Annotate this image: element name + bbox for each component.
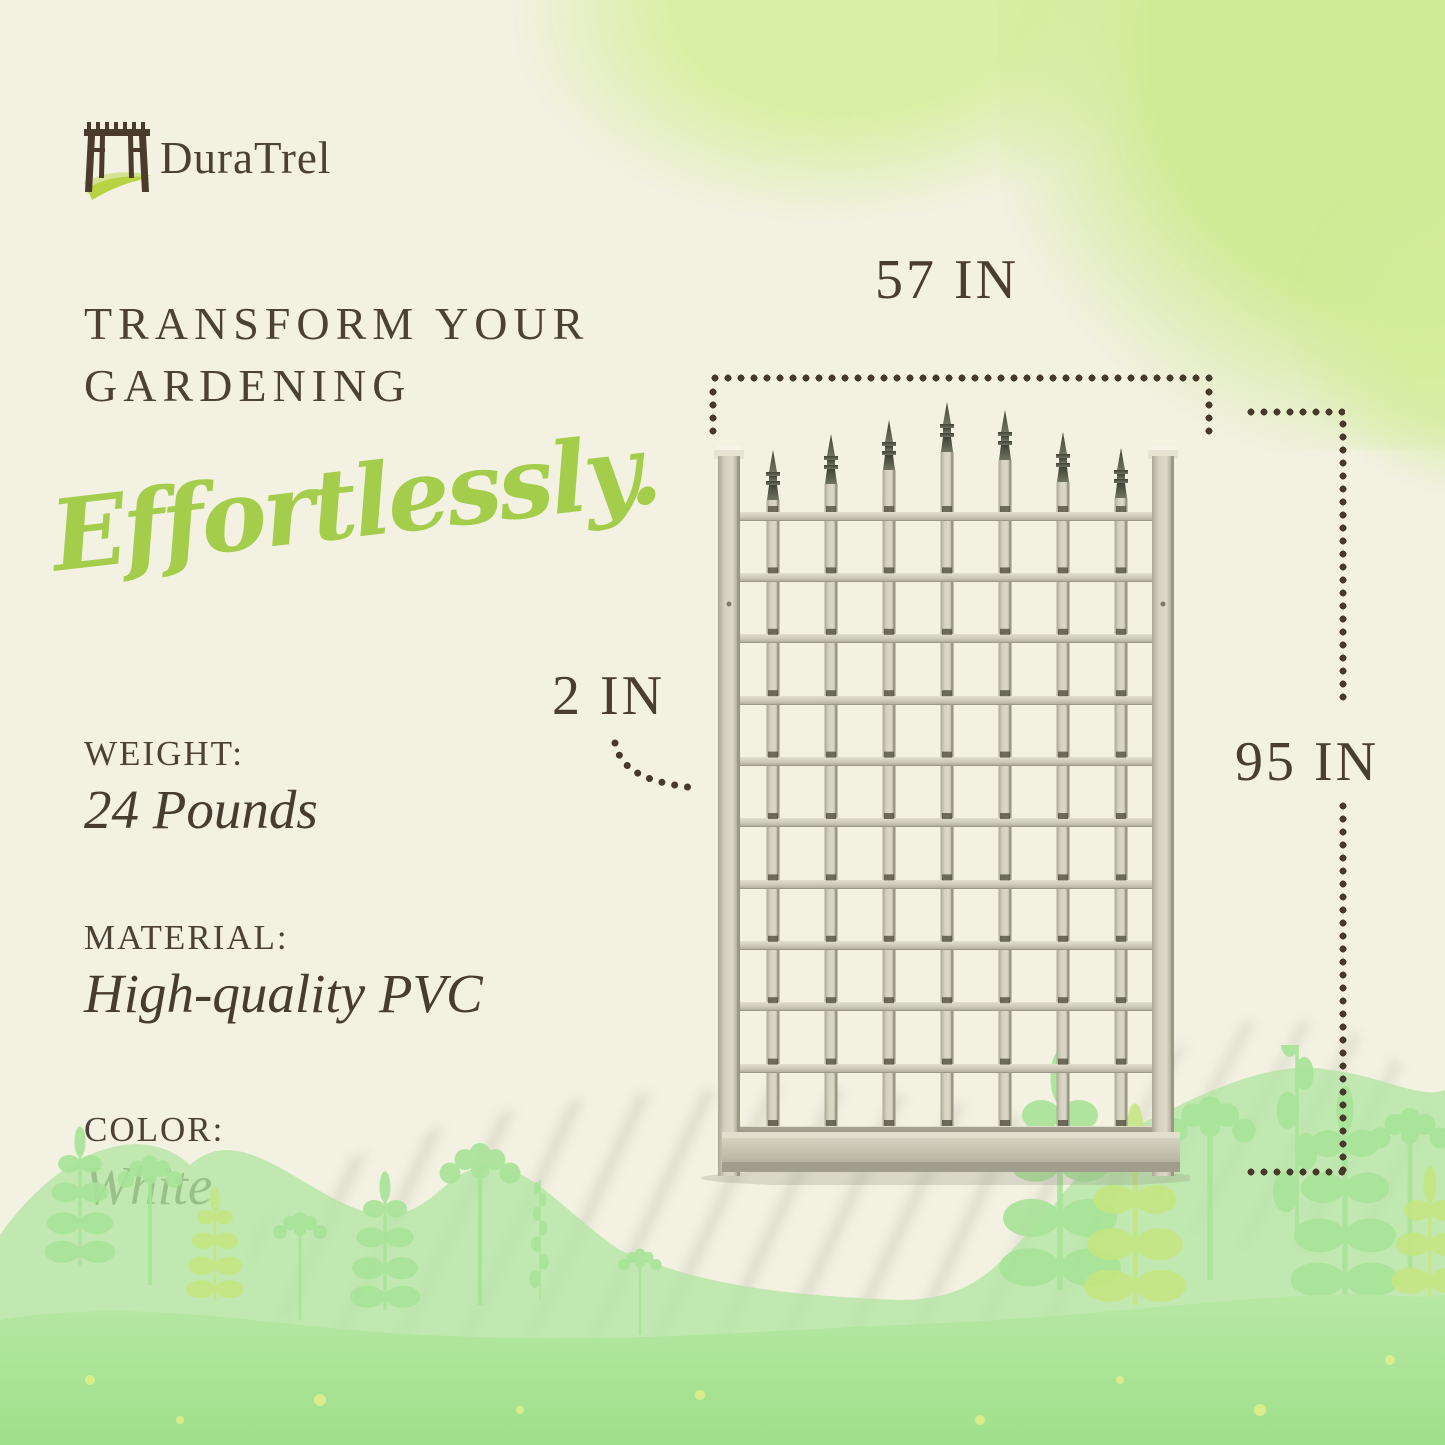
headline-line-2: GARDENING bbox=[84, 360, 412, 412]
dimension-depth-label: 2 IN bbox=[552, 665, 666, 727]
meadow-yellow-flecks bbox=[85, 1355, 1395, 1425]
height-bracket-top-line bbox=[1247, 408, 1345, 416]
width-bracket-line bbox=[711, 374, 1213, 382]
spec-material-label: MATERIAL: bbox=[84, 918, 289, 957]
trellis-base bbox=[722, 1127, 1180, 1172]
watercolor-wash-right-edge bbox=[1290, 200, 1445, 500]
brand-name: DuraTrel bbox=[160, 133, 332, 183]
dimension-width-label: 57 IN bbox=[875, 249, 1020, 311]
trellis-grid bbox=[740, 452, 1152, 1135]
width-bracket-tick-right bbox=[1205, 388, 1213, 440]
spec-weight-value: 24 Pounds bbox=[84, 779, 318, 840]
height-bracket-line-upper bbox=[1339, 420, 1347, 702]
spec-material-value: High-quality PVC bbox=[84, 963, 483, 1024]
logo: DuraTrel bbox=[84, 120, 504, 210]
headline-line-1: TRANSFORM YOUR bbox=[84, 298, 590, 349]
watercolor-wash-top-center bbox=[506, 0, 1154, 247]
height-bracket-bottom-line bbox=[1247, 1168, 1345, 1176]
headline: TRANSFORM YOUR GARDENING bbox=[84, 293, 589, 417]
spec-weight-label: WEIGHT: bbox=[84, 734, 244, 773]
trellis-posts bbox=[714, 446, 1178, 1176]
depth-arc-line bbox=[611, 739, 700, 792]
product-trellis-image bbox=[701, 402, 1190, 1185]
meadow-silhouette bbox=[0, 1045, 1445, 1445]
arbor-icon bbox=[84, 122, 152, 200]
dimension-height-label: 95 IN bbox=[1234, 731, 1380, 793]
width-bracket-tick-left bbox=[709, 388, 717, 440]
height-bracket-line-lower bbox=[1339, 802, 1347, 1174]
tagline-script: Effortlessly. bbox=[45, 411, 664, 595]
spec-color-label: COLOR: bbox=[84, 1110, 225, 1149]
